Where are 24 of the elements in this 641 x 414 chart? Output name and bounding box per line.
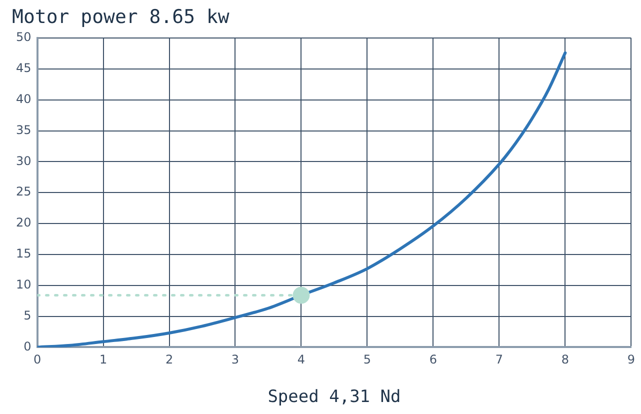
line-series	[37, 51, 567, 348]
y-tick-label: 40	[16, 92, 32, 106]
y-tick-label: 45	[16, 61, 32, 76]
x-tick-label: 2	[165, 352, 174, 367]
x-tick-label: 4	[297, 352, 306, 367]
y-tick-label: 20	[16, 216, 32, 230]
x-axis-title: Speed 4,31 Nd	[268, 387, 401, 408]
y-tick-label: 25	[16, 184, 32, 199]
y-tick-label: 50	[16, 30, 32, 44]
x-tick-label: 3	[231, 352, 240, 367]
y-tick-label: 35	[16, 122, 32, 137]
x-tick-label: 9	[627, 352, 636, 367]
y-tick-label: 15	[16, 246, 32, 261]
x-tick-label: 1	[99, 352, 108, 367]
y-tick-label: 5	[24, 308, 32, 322]
chart-title: Motor power 8.65 kw	[12, 6, 230, 28]
x-tick-label: 7	[495, 352, 504, 367]
y-tick-label: 0	[24, 339, 32, 354]
x-tick-label: 5	[363, 352, 372, 367]
y-tick-label: 30	[16, 154, 32, 168]
x-tick-label: 6	[429, 352, 438, 367]
x-tick-label: 0	[33, 352, 42, 367]
x-tick-label: 8	[561, 352, 570, 367]
y-tick-label: 10	[16, 277, 32, 292]
